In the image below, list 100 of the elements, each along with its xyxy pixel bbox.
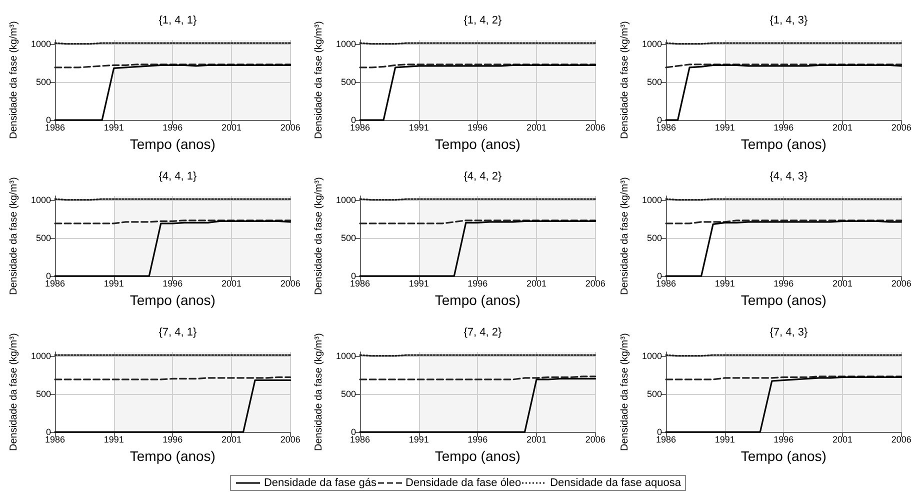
y-tick-label: 500 [646,76,662,87]
y-tick-label: 0 [656,271,662,282]
y-axis-title: Densidade da fase (kg/m³) [314,333,325,451]
x-tick-label: 1991 [714,434,735,445]
x-tick-label: 1991 [714,122,735,133]
y-tick-label: 500 [341,388,356,399]
y-tick-label: 1000 [30,350,51,361]
y-tick-label: 0 [351,427,356,438]
y-tick-label: 0 [46,271,51,282]
x-tick-label: 2006 [280,122,300,133]
y-tick-label: 0 [46,115,51,126]
y-tick-label: 1000 [30,194,51,205]
x-tick-label: 2001 [221,122,242,133]
y-tick-label: 0 [46,427,51,438]
x-tick-label: 1996 [162,278,183,289]
y-tick-label: 500 [36,388,51,399]
x-tick-label: 2006 [586,122,606,133]
chart-title: {7, 4, 1} [158,326,197,338]
x-tick-label: 2006 [280,434,300,445]
y-axis-title: Densidade da fase (kg/m³) [314,177,325,295]
x-tick-label: 1991 [409,278,430,289]
y-axis-title: Densidade da fase (kg/m³) [619,177,630,295]
x-axis-title: Tempo (anos) [435,292,521,308]
x-axis-title: Tempo (anos) [435,136,521,152]
y-tick-label: 1000 [336,194,356,205]
x-tick-label: 1986 [44,122,66,133]
x-tick-label: 1996 [773,434,794,445]
x-tick-label: 2001 [526,122,547,133]
x-tick-label: 1996 [468,278,488,289]
y-tick-label: 500 [646,232,662,243]
y-axis-title: Densidade da fase (kg/m³) [8,177,20,295]
x-tick-label: 1996 [773,278,794,289]
x-axis-title: Tempo (anos) [740,136,826,152]
y-tick-label: 0 [656,427,662,438]
x-tick-label: 2001 [526,434,547,445]
chart-title: {1, 4, 1} [158,14,197,26]
x-tick-label: 2006 [280,278,300,289]
y-tick-label: 1000 [30,38,51,49]
y-tick-label: 1000 [642,194,662,205]
y-tick-label: 1000 [336,38,356,49]
x-axis-title: Tempo (anos) [130,136,216,152]
x-axis-title: Tempo (anos) [130,448,216,464]
x-tick-label: 2001 [832,122,852,133]
chart-title: {7, 4, 3} [769,326,808,338]
x-tick-label: 1991 [409,122,430,133]
x-tick-label: 1996 [468,434,488,445]
x-tick-label: 2001 [832,434,852,445]
x-tick-label: 2001 [221,434,242,445]
legend-label: Densidade da fase óleo [406,477,522,489]
x-tick-label: 1996 [468,122,488,133]
y-axis-title: Densidade da fase (kg/m³) [8,333,20,451]
chart-title: {4, 4, 2} [464,170,502,182]
y-tick-label: 500 [36,232,51,243]
x-axis-title: Tempo (anos) [435,448,521,464]
x-tick-label: 2006 [890,434,912,445]
x-axis-title: Tempo (anos) [130,292,216,308]
chart-title: {4, 4, 1} [158,170,197,182]
x-tick-label: 1996 [162,122,183,133]
x-tick-label: 1996 [773,122,794,133]
y-axis-title: Densidade da fase (kg/m³) [619,333,630,451]
x-axis-title: Tempo (anos) [740,292,826,308]
y-tick-label: 0 [351,271,356,282]
x-tick-label: 1986 [350,434,370,445]
x-tick-label: 1996 [162,434,183,445]
y-tick-label: 500 [341,232,356,243]
y-axis-title: Densidade da fase (kg/m³) [8,21,20,139]
y-tick-label: 1000 [336,350,356,361]
x-tick-label: 2001 [221,278,242,289]
x-tick-label: 2001 [526,278,547,289]
x-tick-label: 2001 [832,278,852,289]
x-tick-label: 1986 [656,278,676,289]
x-tick-label: 1986 [44,278,66,289]
x-tick-label: 2006 [586,434,606,445]
y-axis-title: Densidade da fase (kg/m³) [314,21,325,139]
x-tick-label: 1986 [656,434,676,445]
x-tick-label: 1991 [714,278,735,289]
y-tick-label: 1000 [642,350,662,361]
x-tick-label: 2006 [890,122,912,133]
y-axis-title: Densidade da fase (kg/m³) [619,21,630,139]
y-tick-label: 1000 [642,38,662,49]
x-tick-label: 2006 [586,278,606,289]
chart-title: {4, 4, 3} [769,170,808,182]
legend-label: Densidade da fase aquosa [550,477,682,489]
x-tick-label: 1991 [104,278,124,289]
y-tick-label: 0 [351,115,356,126]
y-tick-label: 500 [341,76,356,87]
x-tick-label: 1991 [104,434,124,445]
legend-label: Densidade da fase gás [264,477,377,489]
chart-title: {1, 4, 2} [464,14,502,26]
x-axis-title: Tempo (anos) [740,448,826,464]
x-tick-label: 1986 [656,122,676,133]
y-tick-label: 500 [36,76,51,87]
x-tick-label: 1991 [409,434,430,445]
y-tick-label: 500 [646,388,662,399]
chart-title: {1, 4, 3} [769,14,808,26]
x-tick-label: 1986 [350,122,370,133]
chart-title: {7, 4, 2} [464,326,502,338]
y-tick-label: 0 [656,115,662,126]
x-tick-label: 1991 [104,122,124,133]
x-tick-label: 2006 [890,278,912,289]
